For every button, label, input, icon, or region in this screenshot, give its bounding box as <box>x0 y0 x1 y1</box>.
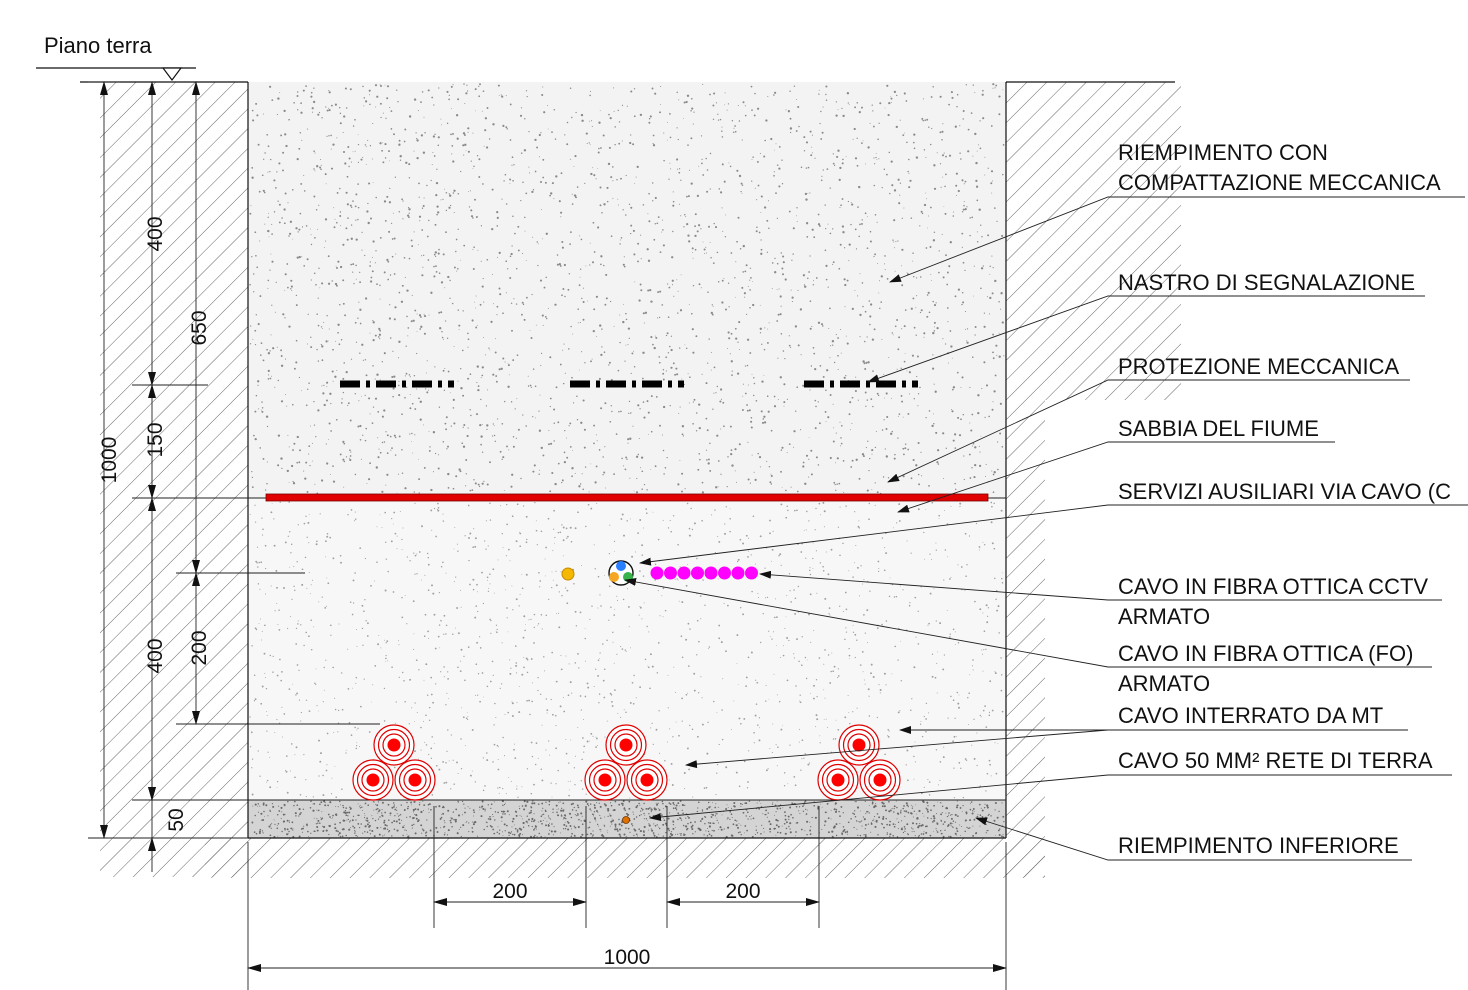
callout-cctv-line2: ARMATO <box>1118 604 1210 629</box>
dim-tape-depth: 650 <box>188 310 211 345</box>
dim-trench-width: 1000 <box>604 946 651 969</box>
callout-riempimento-line2: COMPATTAZIONE MECCANICA <box>1118 170 1441 195</box>
callout-cctv-line1: CAVO IN FIBRA OTTICA CCTV <box>1118 574 1428 599</box>
mt-cable <box>394 759 436 801</box>
cctv-fiber-strand <box>691 566 704 580</box>
callout-inferiore: RIEMPIMENTO INFERIORE <box>1118 833 1399 858</box>
callout-labels: RIEMPIMENTO CON COMPATTAZIONE MECCANICA … <box>1118 140 1451 858</box>
dim-bedding: 50 <box>165 808 188 831</box>
cctv-fiber-strand <box>745 566 758 580</box>
mt-cable <box>605 724 647 766</box>
callout-fo-line1: CAVO IN FIBRA OTTICA (FO) <box>1118 641 1413 666</box>
mt-cable <box>626 759 668 801</box>
ground-label: Piano terra <box>44 33 152 58</box>
fo-cable-bundle <box>608 560 634 586</box>
upper-fill-layer <box>248 82 1006 498</box>
cctv-fiber-strand <box>718 566 731 580</box>
mt-cable <box>859 759 901 801</box>
cctv-fiber-strand <box>704 566 718 580</box>
mt-cable-groups <box>352 724 901 801</box>
fill-speckle <box>249 83 1005 497</box>
dim-sand-layer: 400 <box>144 638 167 673</box>
cctv-fiber-strand <box>677 566 691 580</box>
cctv-fiber-cable <box>650 566 758 580</box>
callout-mt: CAVO INTERRATO DA MT <box>1118 703 1383 728</box>
level-triangle-icon <box>161 67 183 81</box>
dim-spacing-left: 200 <box>492 880 527 903</box>
leader-lines <box>624 196 1468 861</box>
callout-nastro: NASTRO DI SEGNALAZIONE <box>1118 270 1415 295</box>
dim-fiber-to-cables: 200 <box>188 630 211 665</box>
cctv-fiber-strand <box>731 566 745 580</box>
callout-protezione: PROTEZIONE MECCANICA <box>1118 354 1399 379</box>
cctv-fiber-strand <box>650 566 664 580</box>
ground-level-marker: Piano terra <box>36 33 196 81</box>
callout-fo-line2: ARMATO <box>1118 671 1210 696</box>
callout-servizi: SERVIZI AUSILIARI VIA CAVO (C <box>1118 479 1451 504</box>
cctv-fiber-strand <box>664 566 677 580</box>
callout-terra: CAVO 50 MM² RETE DI TERRA <box>1118 748 1433 773</box>
dim-total-depth: 1000 <box>98 437 121 484</box>
mt-cable <box>373 724 415 766</box>
aux-service-cable <box>561 567 575 581</box>
dim-spacing-right: 200 <box>725 880 760 903</box>
mt-cable <box>584 759 626 801</box>
mechanical-protection-plate <box>265 493 989 502</box>
callout-sabbia: SABBIA DEL FIUME <box>1118 416 1319 441</box>
earth-wire <box>622 816 630 824</box>
mt-cable <box>817 759 859 801</box>
signal-cables <box>561 560 758 586</box>
dim-to-protection: 150 <box>144 422 167 457</box>
callout-riempimento-line1: RIEMPIMENTO CON <box>1118 140 1328 165</box>
mt-cable <box>838 724 880 766</box>
horizontal-dimensions: 200 200 1000 <box>247 806 1007 990</box>
vertical-dimensions: 1000 400 650 150 400 200 50 <box>88 81 380 872</box>
dim-fill-depth: 400 <box>144 216 167 251</box>
mt-cable <box>352 759 394 801</box>
